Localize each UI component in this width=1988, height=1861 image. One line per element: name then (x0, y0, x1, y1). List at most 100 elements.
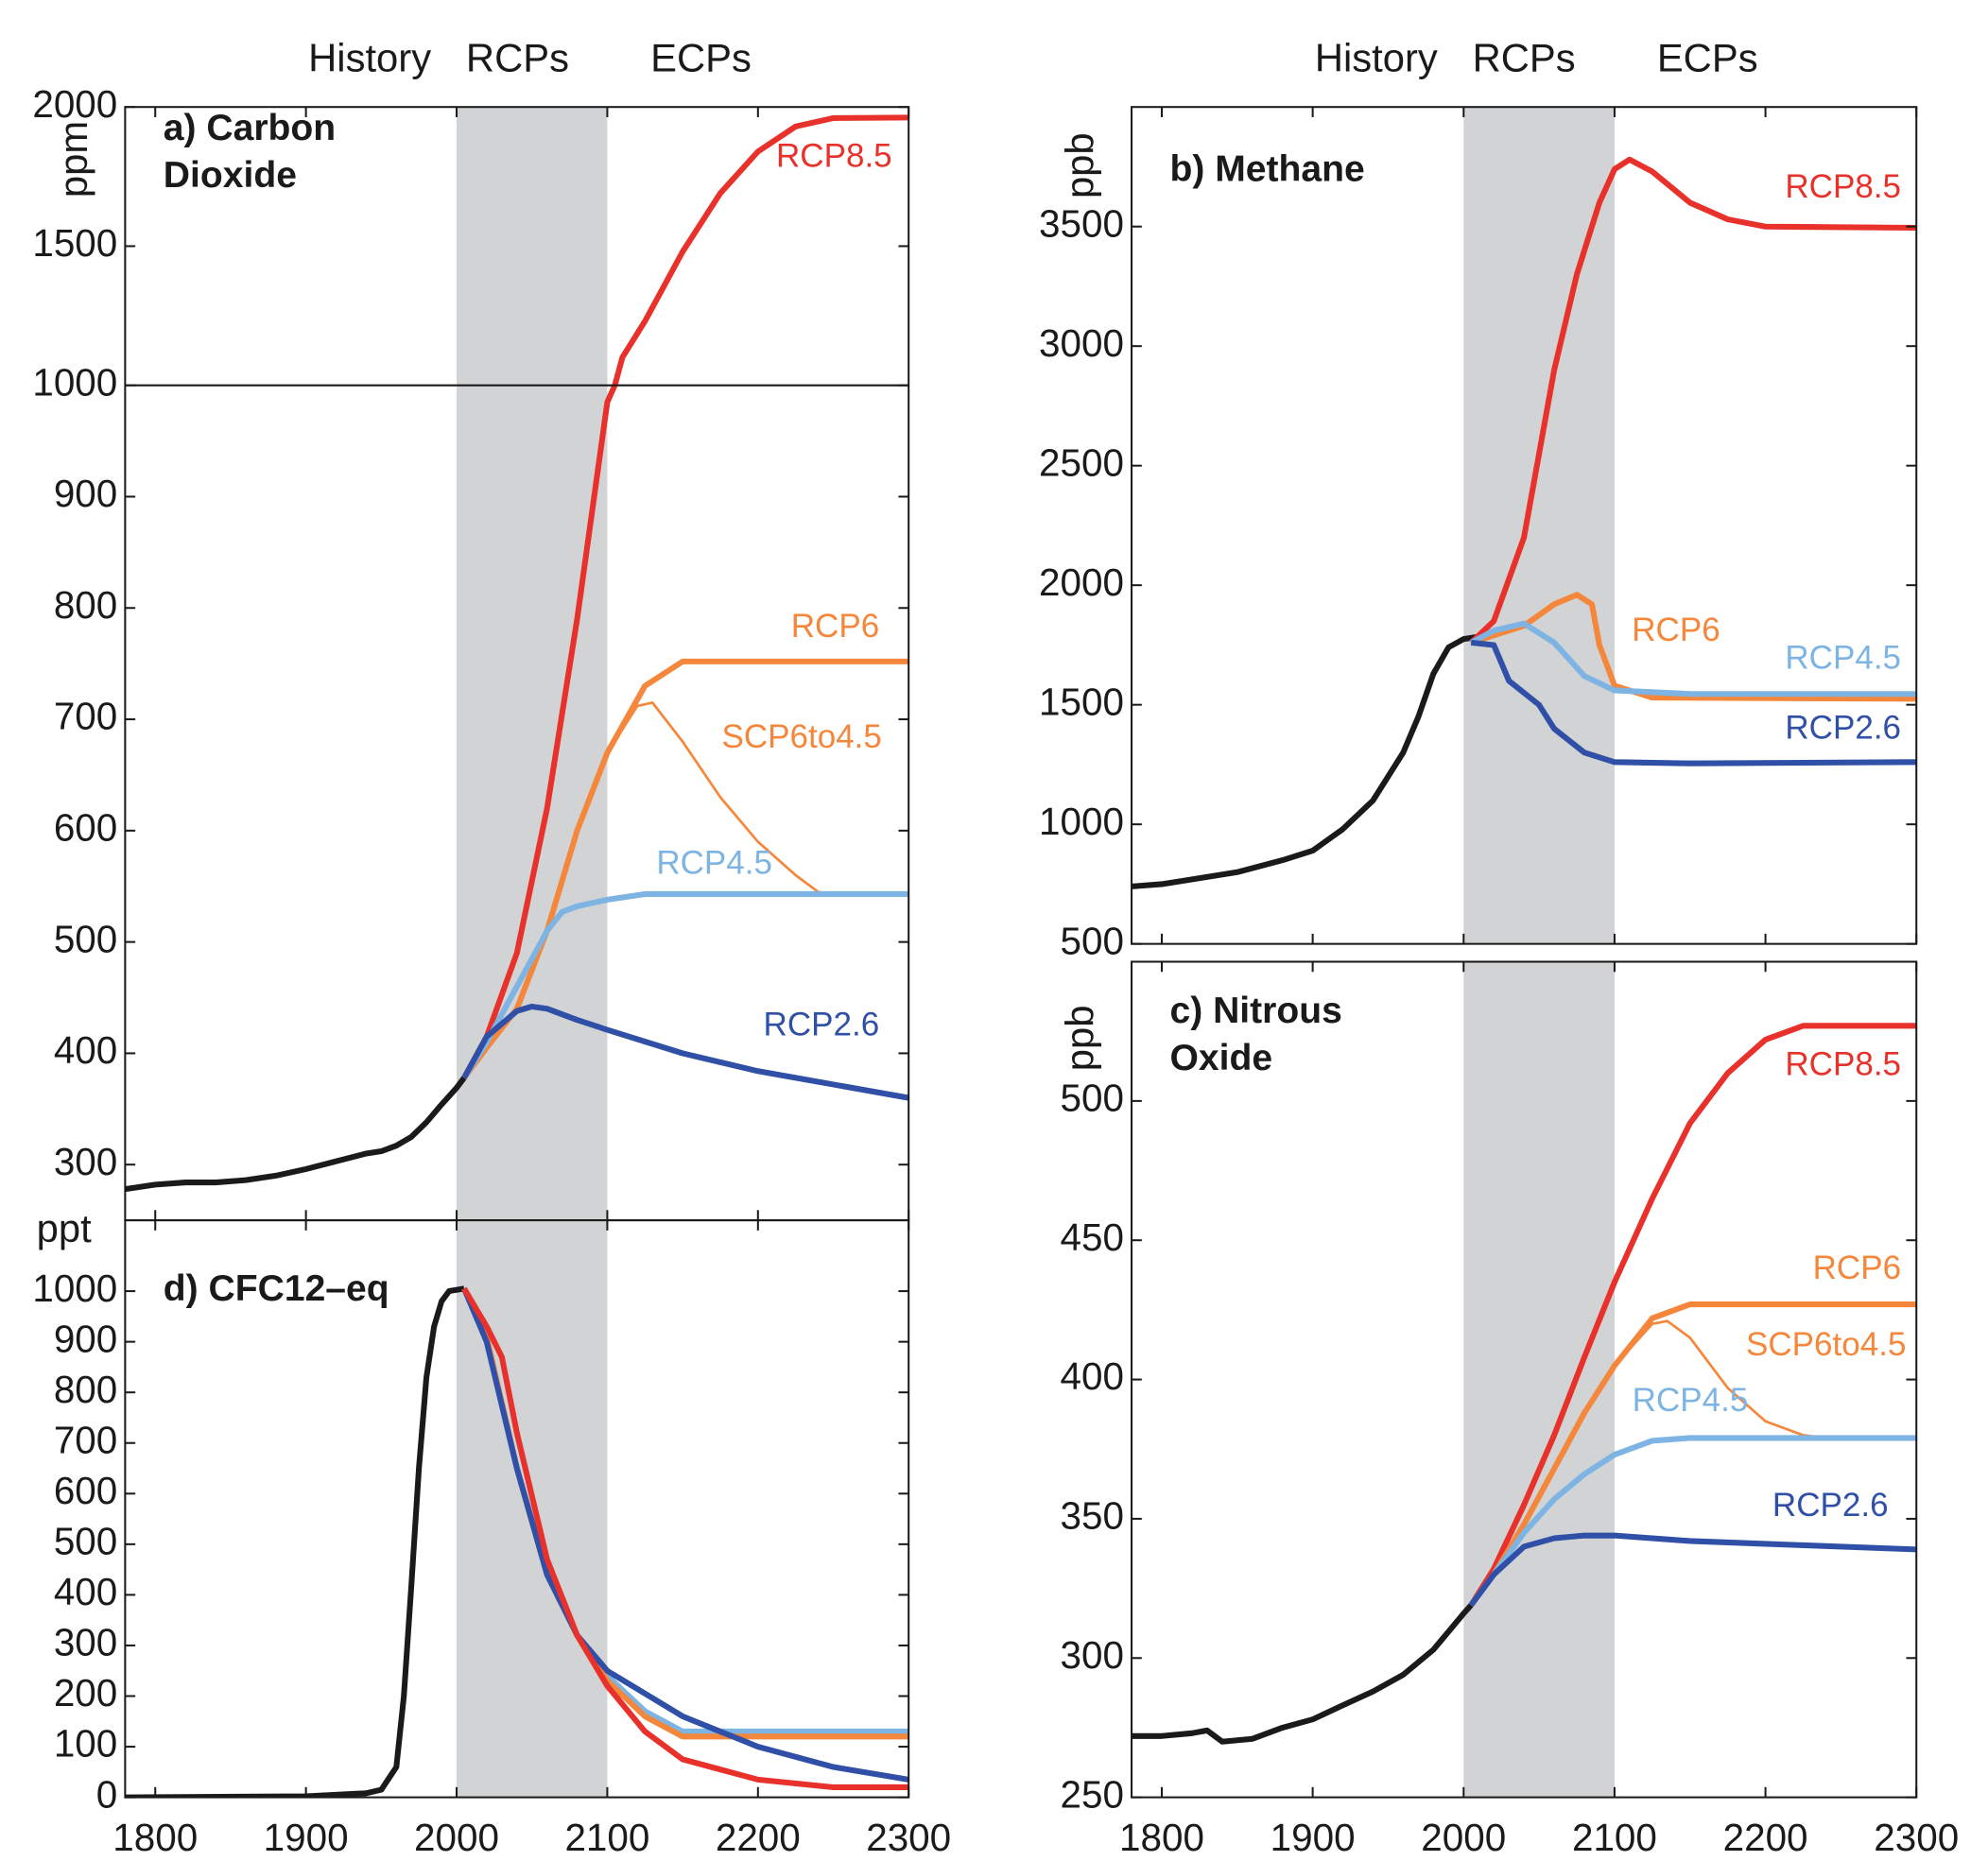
y-tick-label: 500 (1061, 919, 1124, 962)
panel-title: Oxide (1169, 1038, 1272, 1078)
period-label: History (308, 35, 431, 79)
y-tick-label: 400 (54, 1028, 117, 1072)
y-tick-label: 2000 (1039, 560, 1124, 604)
y-tick-label: 2000 (32, 82, 117, 126)
x-tick-label: 2200 (716, 1816, 801, 1859)
y-tick-label: 500 (1061, 1077, 1124, 1120)
x-tick-label: 2200 (1723, 1816, 1808, 1859)
period-label: ECPs (1657, 35, 1758, 79)
y-tick-label: 900 (54, 472, 117, 515)
y-axis-label: ppt (37, 1206, 92, 1250)
series-label: SCP6to4.5 (721, 718, 881, 755)
x-tick-label: 1900 (1271, 1816, 1356, 1859)
y-axis-label: ppb (1058, 132, 1102, 198)
y-tick-label: 0 (96, 1772, 117, 1816)
x-tick-label: 2100 (1572, 1816, 1657, 1859)
series-line (1468, 1435, 1917, 1608)
series-label: RCP6 (791, 608, 879, 645)
y-tick-label: 1500 (32, 221, 117, 265)
y-axis-label: ppb (1058, 1006, 1102, 1072)
y-tick-label: 300 (54, 1140, 117, 1183)
y-tick-label: 2500 (1039, 440, 1124, 484)
panel-title: a) Carbon (164, 108, 336, 148)
y-tick-label: 700 (54, 695, 117, 738)
x-tick-label: 2100 (564, 1816, 649, 1859)
period-label: RCPs (466, 35, 569, 79)
series-line (461, 658, 909, 1080)
series-label: RCP2.6 (764, 1007, 880, 1043)
y-tick-label: 100 (54, 1722, 117, 1766)
y-tick-label: 400 (54, 1570, 117, 1613)
series-label: RCP4.5 (656, 845, 772, 882)
panel-title: c) Nitrous (1169, 991, 1341, 1031)
x-tick-label: 2300 (1874, 1816, 1959, 1859)
series-line (1469, 620, 1917, 698)
series-line (1470, 639, 1917, 767)
panel-title: Dioxide (164, 155, 297, 196)
series-label: RCP8.5 (1785, 1045, 1901, 1082)
x-tick-label: 1800 (1119, 1816, 1204, 1859)
shade-band (1463, 961, 1615, 1798)
x-tick-label: 2300 (866, 1816, 951, 1859)
series-line (461, 890, 909, 1079)
y-tick-label: 300 (1061, 1633, 1124, 1677)
y-tick-label: 1000 (32, 1267, 117, 1310)
series-line (461, 1287, 909, 1783)
series-line (461, 1003, 909, 1101)
y-tick-label: 600 (54, 1469, 117, 1512)
x-tick-label: 1800 (112, 1816, 198, 1859)
y-tick-label: 3500 (1039, 201, 1124, 245)
y-tick-label: 800 (54, 583, 117, 627)
series-label: RCP4.5 (1785, 640, 1901, 677)
y-tick-label: 400 (1061, 1354, 1124, 1398)
y-tick-label: 3000 (1039, 321, 1124, 365)
shade-band (457, 1220, 608, 1798)
period-label: ECPs (650, 35, 752, 79)
plot-frame (1131, 106, 1918, 945)
series-line (1468, 1023, 1917, 1607)
series-line (461, 114, 909, 1079)
period-label: History (1315, 35, 1438, 79)
series-label: RCP4.5 (1633, 1382, 1749, 1419)
period-label: RCPs (1473, 35, 1576, 79)
x-tick-label: 2000 (414, 1816, 499, 1859)
series-line (1468, 1532, 1917, 1608)
panel-title: d) CFC12–eq (164, 1268, 389, 1309)
series-label: RCP8.5 (776, 138, 892, 175)
series-line (461, 1286, 909, 1791)
panel-title: b) Methane (1169, 148, 1364, 189)
y-tick-label: 500 (54, 1520, 117, 1563)
y-tick-label: 1500 (1039, 680, 1124, 723)
series-line (1613, 1319, 1826, 1439)
series-label: RCP2.6 (1785, 710, 1901, 747)
plot-frame (124, 1219, 910, 1799)
y-axis-label: ppm (51, 121, 95, 198)
x-tick-label: 1900 (264, 1816, 349, 1859)
y-tick-label: 800 (54, 1368, 117, 1411)
shade-band (1463, 107, 1615, 944)
panel: RCP8.5 RCP6 RCP4.5 RCP2.6 500 1000 1500 2000 250… (1039, 35, 1918, 962)
series-line (1469, 156, 1917, 646)
y-tick-label: 300 (54, 1621, 117, 1664)
y-tick-label: 250 (1061, 1772, 1124, 1816)
series-label: RCP2.6 (1772, 1487, 1889, 1524)
series-label: RCP6 (1813, 1249, 1901, 1286)
series-label: RCP6 (1632, 612, 1720, 648)
series-line (125, 1076, 467, 1193)
y-tick-label: 350 (1061, 1494, 1124, 1538)
y-tick-label: 1000 (32, 360, 117, 404)
series-line (125, 1285, 465, 1798)
y-tick-label: 600 (54, 806, 117, 850)
panel: 0 100 200 300 400 500 600 700 800 900 1000 1800 1900… (32, 1206, 951, 1859)
panel: RCP8.5 RCP6 SCP6to4.5 RCP4.5 RCP2.6 250 300 350… (1058, 960, 1959, 1859)
series-line (1132, 633, 1479, 889)
y-tick-label: 1000 (1039, 800, 1124, 843)
y-tick-label: 200 (54, 1671, 117, 1715)
series-line (606, 701, 834, 896)
series-label: SCP6to4.5 (1746, 1326, 1906, 1363)
y-tick-label: 700 (54, 1418, 117, 1461)
y-tick-label: 500 (54, 917, 117, 960)
panel: RCP8.5 RCP6 SCP6to4.5 RCP4.5 RCP2.6 300 400 500… (32, 35, 910, 1222)
x-tick-label: 2000 (1421, 1816, 1506, 1859)
